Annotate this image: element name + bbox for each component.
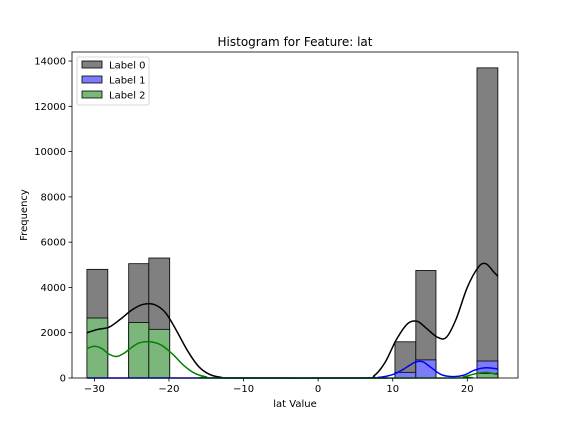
- y-tick-label: 4000: [41, 283, 66, 294]
- y-axis: 0 2000 4000 6000 8000 10000 12000 14000: [34, 57, 72, 385]
- x-tick-label: −10: [233, 384, 254, 395]
- legend-label: Label 2: [109, 91, 146, 102]
- x-tick-label: −20: [158, 384, 179, 395]
- histogram-bar: [128, 322, 150, 379]
- x-tick-label: −30: [84, 384, 105, 395]
- legend-swatch: [81, 60, 103, 69]
- plot-frame: [71, 51, 519, 379]
- x-axis: −30 −20 −10 0 10 20: [84, 378, 474, 395]
- y-tick-label: 8000: [41, 192, 66, 203]
- legend-swatch: [81, 75, 103, 84]
- x-tick-label: 0: [315, 384, 321, 395]
- x-tick-label: 10: [386, 384, 399, 395]
- histogram-bar: [394, 371, 417, 379]
- x-axis-label: lat Value: [273, 399, 316, 410]
- histogram-bar: [476, 67, 499, 379]
- bars-layer: [86, 67, 499, 379]
- y-tick-label: 0: [60, 374, 66, 385]
- legend: Label 0 Label 1 Label 2: [76, 56, 150, 106]
- y-axis-label: Frequency: [19, 189, 30, 241]
- y-tick-label: 14000: [34, 57, 66, 68]
- chart-title: Histogram for Feature: lat: [218, 35, 373, 49]
- y-tick-label: 2000: [41, 328, 66, 339]
- y-tick-label: 10000: [34, 147, 66, 158]
- legend-label: Label 1: [109, 76, 146, 87]
- y-tick-label: 6000: [41, 238, 66, 249]
- legend-label: Label 0: [109, 61, 146, 72]
- y-tick-label: 12000: [34, 102, 66, 113]
- kde-curve: [86, 340, 499, 379]
- legend-swatch: [81, 90, 103, 99]
- histogram-bar: [148, 328, 171, 379]
- x-tick-label: 20: [461, 384, 474, 395]
